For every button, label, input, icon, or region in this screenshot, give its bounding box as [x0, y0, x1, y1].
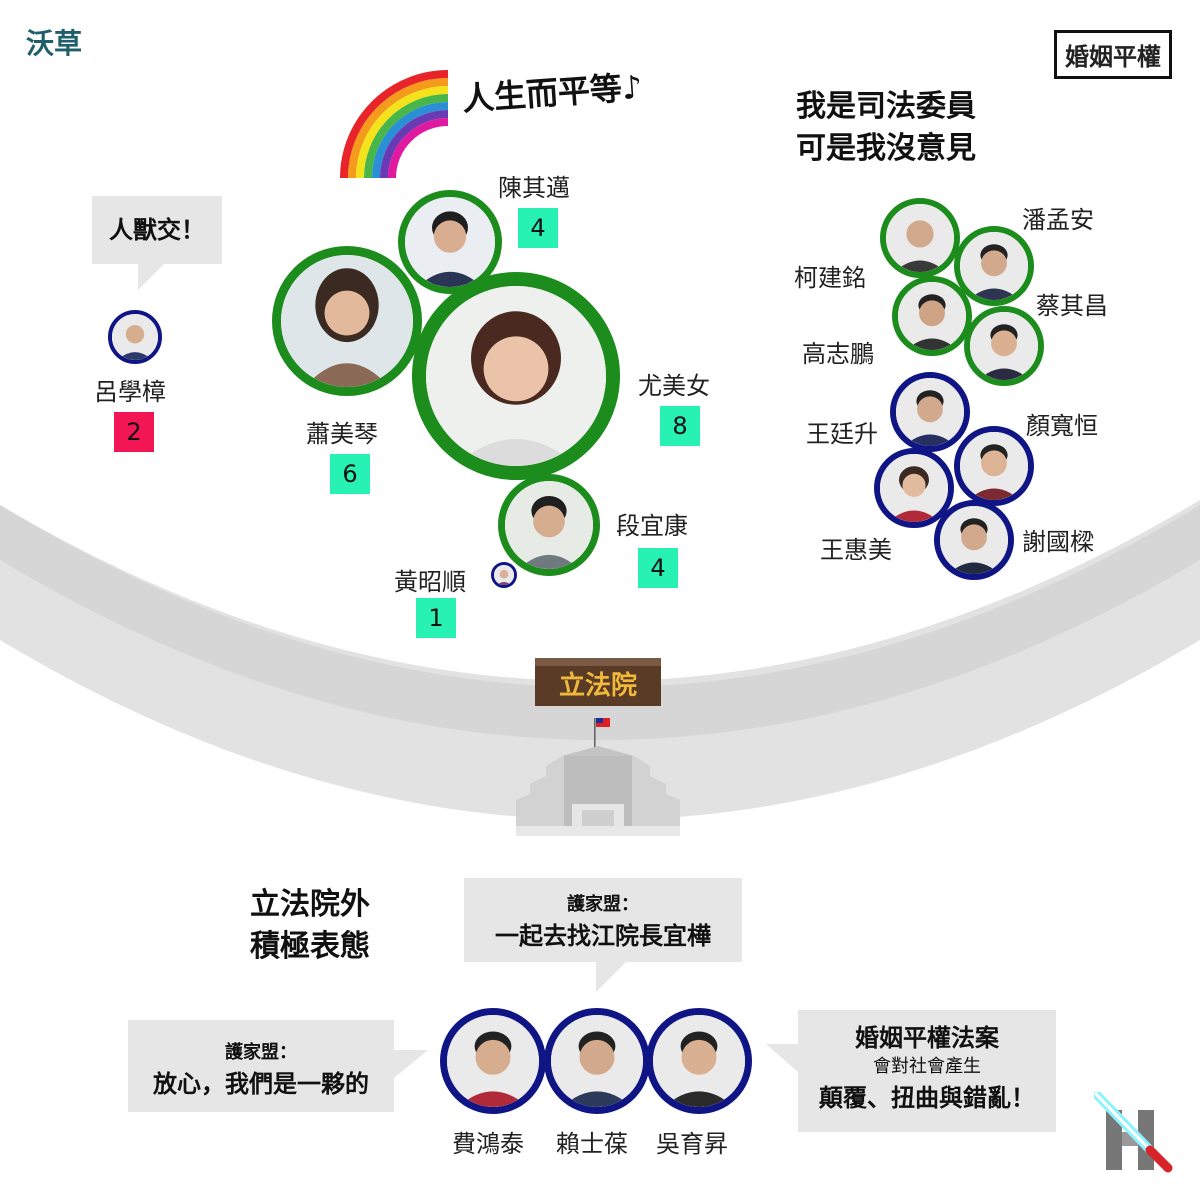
center-speech-text: 一起去找江院長宜樺: [495, 922, 711, 950]
rainbow-icon: [340, 70, 449, 179]
count-duan-yikang: 4: [638, 548, 678, 588]
brand-logo: 沃草: [26, 27, 83, 60]
judiciary-title-line1: 我是司法委員: [796, 89, 976, 124]
topic-label: 婚姻平權: [1054, 30, 1172, 79]
left-bubble-tail: [394, 1050, 428, 1078]
name-yan-kuanheng: 顏寬恒: [1026, 412, 1098, 440]
avatar-yan-kuanheng: [954, 426, 1034, 506]
avatar-lai-shibao: [544, 1008, 650, 1114]
legislative-yuan-sign-text: 立法院: [558, 671, 637, 701]
lu-speech-bubble: 人獸交！: [92, 196, 222, 264]
avatar-you-meinu: [412, 272, 620, 480]
name-ke-jianming: 柯建銘: [794, 264, 866, 292]
name-wang-huimei: 王惠美: [820, 536, 892, 564]
name-fei-hongtai: 費鴻泰: [452, 1130, 524, 1158]
building-icon: [516, 746, 680, 836]
avatar-lu-xuezhang: [108, 310, 162, 364]
name-you-meinu: 尤美女: [638, 372, 710, 400]
name-pan-mengan: 潘孟安: [1022, 206, 1094, 234]
center-speech-bubble: 護家盟： 一起去找江院長宜樺: [464, 878, 742, 962]
avatar-duan-yikang: [498, 474, 600, 576]
count-you-meinu: 8: [660, 406, 700, 446]
left-speech-bubble: 護家盟： 放心，我們是一夥的: [128, 1020, 394, 1112]
name-gao-zhipeng: 高志鵬: [802, 340, 874, 368]
right-speech-bubble: 婚姻平權法案 會對社會產生 顛覆、扭曲與錯亂！: [798, 1010, 1056, 1132]
name-chen-qimai: 陳其邁: [498, 174, 570, 202]
lu-speech-text: 人獸交！: [109, 216, 205, 244]
avatar-cai-qichang: [964, 306, 1044, 386]
avatar-xiao-meiqin: [272, 246, 422, 396]
avatar-ke-jianming: [880, 198, 960, 278]
right-speech-line1: 婚姻平權法案: [855, 1024, 999, 1052]
count-huang-zhaoshun: 1: [416, 598, 456, 638]
left-speech-speaker: 護家盟：: [225, 1042, 297, 1063]
flag-icon: [594, 718, 610, 750]
legislative-yuan-sign: 立法院: [535, 658, 661, 706]
count-xiao-meiqin: 6: [330, 454, 370, 494]
avatar-chen-qimai: [398, 190, 502, 294]
avatar-xie-guoliang: [934, 500, 1014, 580]
name-huang-zhaoshun: 黃昭順: [394, 568, 466, 596]
name-wu-yusheng: 吳育昇: [656, 1130, 728, 1158]
avatar-fei-hongtai: [440, 1008, 546, 1114]
name-wang-tingsheng: 王廷升: [806, 420, 878, 448]
outside-title-line2: 積極表態: [250, 929, 370, 964]
name-xie-guoliang: 謝國樑: [1022, 528, 1094, 556]
lightsaber-logo-icon: [1094, 1092, 1173, 1173]
name-lai-shibao: 賴士葆: [556, 1130, 628, 1158]
avatar-wu-yusheng: [646, 1008, 752, 1114]
right-speech-line2: 會對社會產生: [873, 1056, 981, 1077]
name-duan-yikang: 段宜康: [616, 512, 688, 540]
avatar-huang-zhaoshun: [491, 562, 517, 588]
avatar-wang-huimei: [874, 448, 954, 528]
left-speech-text: 放心，我們是一夥的: [153, 1070, 369, 1098]
outside-title: 立法院外 積極表態: [250, 884, 370, 968]
right-bubble-tail: [766, 1044, 798, 1072]
avatar-wang-tingsheng: [890, 372, 970, 452]
avatar-gao-zhipeng: [892, 276, 972, 356]
avatar-pan-mengan: [954, 226, 1034, 306]
count-chen-qimai: 4: [518, 208, 558, 248]
lu-bubble-tail: [138, 264, 164, 290]
count-lu-xuezhang: 2: [114, 412, 154, 452]
name-xiao-meiqin: 蕭美琴: [306, 420, 378, 448]
right-speech-line3: 顛覆、扭曲與錯亂！: [819, 1084, 1035, 1112]
center-speech-speaker: 護家盟：: [567, 894, 639, 915]
outside-title-line1: 立法院外: [250, 887, 370, 922]
judiciary-title: 我是司法委員 可是我沒意見: [796, 86, 976, 170]
name-lu-xuezhang: 呂學樟: [94, 378, 166, 406]
center-bubble-tail: [596, 962, 626, 992]
name-cai-qichang: 蔡其昌: [1036, 292, 1108, 320]
judiciary-title-line2: 可是我沒意見: [796, 131, 976, 166]
